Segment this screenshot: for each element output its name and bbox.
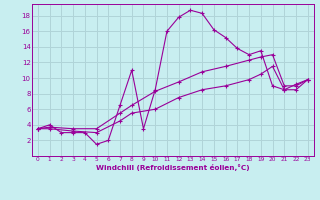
X-axis label: Windchill (Refroidissement éolien,°C): Windchill (Refroidissement éolien,°C) (96, 164, 250, 171)
